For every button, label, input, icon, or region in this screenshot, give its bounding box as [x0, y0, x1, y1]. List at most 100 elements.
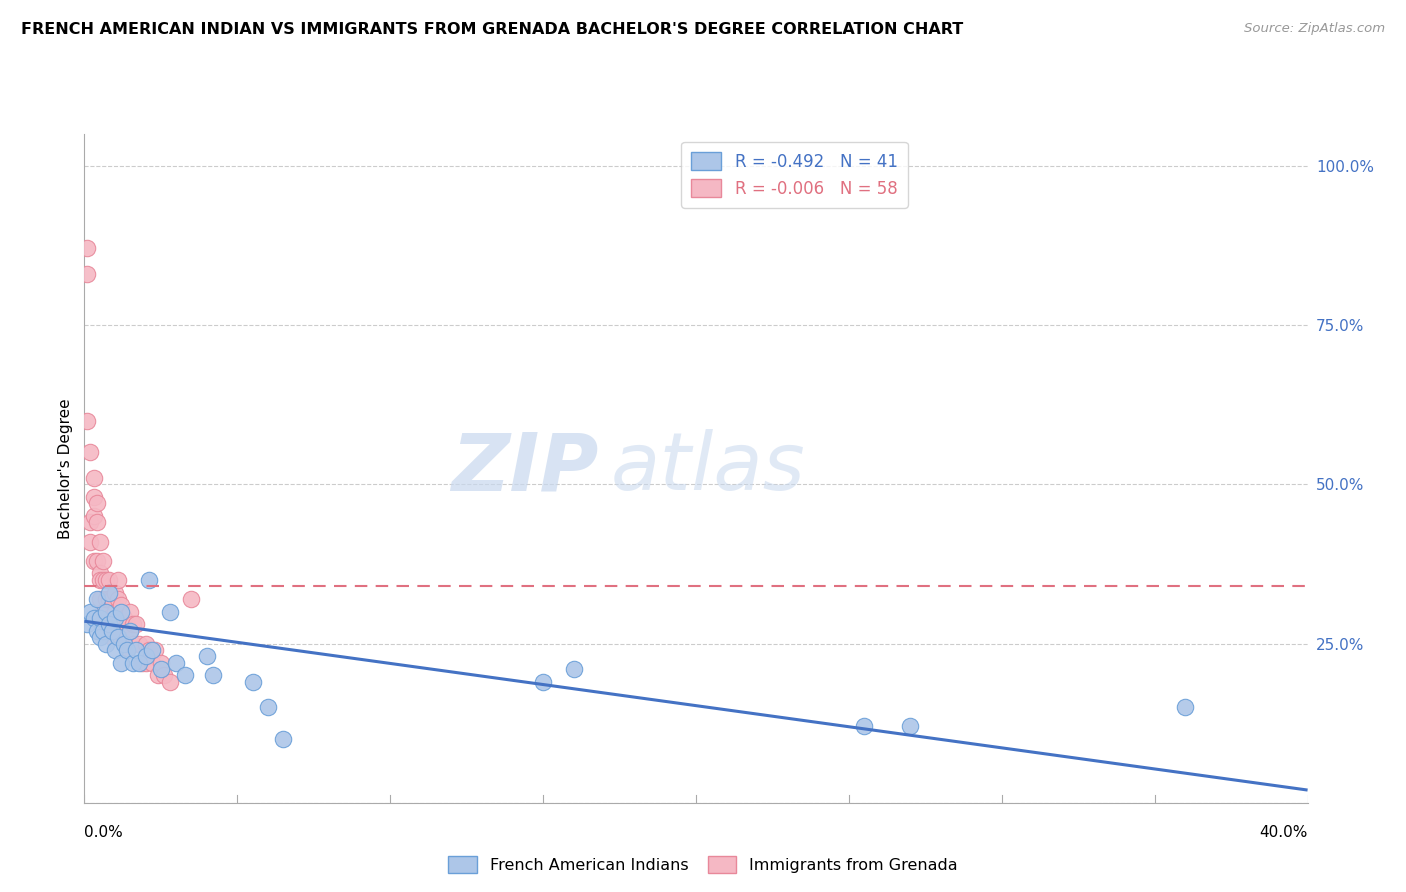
Point — [97, 591, 120, 606]
Point — [104, 643, 127, 657]
Point — [125, 643, 148, 657]
Point — [79, 516, 101, 530]
Point — [104, 611, 127, 625]
Y-axis label: Bachelor's Degree: Bachelor's Degree — [58, 398, 73, 539]
Point — [115, 643, 138, 657]
Point — [83, 554, 105, 568]
Point — [271, 732, 294, 747]
Point — [159, 605, 181, 619]
Point — [104, 605, 127, 619]
Point — [89, 591, 111, 606]
Text: atlas: atlas — [610, 429, 806, 508]
Point — [94, 605, 117, 619]
Point — [86, 591, 108, 606]
Point — [138, 573, 160, 587]
Point — [104, 617, 127, 632]
Point — [125, 617, 148, 632]
Point — [101, 617, 124, 632]
Point — [86, 624, 108, 638]
Point — [112, 630, 135, 644]
Point — [562, 662, 585, 676]
Point — [110, 599, 132, 613]
Point — [115, 643, 138, 657]
Point — [128, 656, 150, 670]
Point — [107, 617, 129, 632]
Point — [76, 267, 98, 281]
Point — [76, 413, 98, 427]
Point — [110, 605, 132, 619]
Point — [83, 471, 105, 485]
Point — [86, 554, 108, 568]
Point — [195, 649, 218, 664]
Legend: R = -0.492   N = 41, R = -0.006   N = 58: R = -0.492 N = 41, R = -0.006 N = 58 — [682, 142, 908, 208]
Point — [101, 624, 124, 638]
Point — [122, 617, 145, 632]
Point — [115, 617, 138, 632]
Point — [141, 643, 163, 657]
Point — [138, 643, 160, 657]
Point — [149, 656, 172, 670]
Point — [89, 534, 111, 549]
Point — [86, 496, 108, 510]
Point — [143, 643, 166, 657]
Point — [180, 591, 202, 606]
Point — [79, 605, 101, 619]
Point — [242, 674, 264, 689]
Point — [149, 662, 172, 676]
Point — [101, 630, 124, 644]
Point — [79, 534, 101, 549]
Point — [89, 573, 111, 587]
Point — [110, 656, 132, 670]
Point — [165, 656, 187, 670]
Point — [94, 636, 117, 650]
Text: FRENCH AMERICAN INDIAN VS IMMIGRANTS FROM GRENADA BACHELOR'S DEGREE CORRELATION : FRENCH AMERICAN INDIAN VS IMMIGRANTS FRO… — [21, 22, 963, 37]
Point — [122, 636, 145, 650]
Point — [135, 649, 157, 664]
Point — [135, 656, 157, 670]
Point — [83, 611, 105, 625]
Point — [174, 668, 197, 682]
Text: Source: ZipAtlas.com: Source: ZipAtlas.com — [1244, 22, 1385, 36]
Legend: French American Indians, Immigrants from Grenada: French American Indians, Immigrants from… — [441, 849, 965, 880]
Point — [91, 573, 114, 587]
Point — [86, 516, 108, 530]
Point — [159, 674, 181, 689]
Point — [107, 591, 129, 606]
Point — [76, 242, 98, 256]
Point — [94, 591, 117, 606]
Point — [131, 656, 153, 670]
Point — [94, 573, 117, 587]
Point — [107, 573, 129, 587]
Point — [141, 656, 163, 670]
Point — [89, 630, 111, 644]
Point — [104, 585, 127, 599]
Point — [153, 668, 176, 682]
Point — [83, 490, 105, 504]
Point — [91, 554, 114, 568]
Point — [97, 585, 120, 599]
Point — [97, 611, 120, 625]
Point — [79, 445, 101, 459]
Point — [101, 591, 124, 606]
Point — [107, 630, 129, 644]
Point — [91, 605, 114, 619]
Point — [201, 668, 224, 682]
Point — [83, 509, 105, 524]
Point — [89, 566, 111, 581]
Text: ZIP: ZIP — [451, 429, 598, 508]
Point — [112, 636, 135, 650]
Point — [110, 617, 132, 632]
Point — [91, 624, 114, 638]
Point — [120, 624, 142, 638]
Point — [76, 617, 98, 632]
Point — [94, 617, 117, 632]
Point — [257, 700, 280, 714]
Point — [128, 636, 150, 650]
Point — [120, 624, 142, 638]
Point — [135, 636, 157, 650]
Point — [97, 617, 120, 632]
Point — [146, 668, 169, 682]
Text: 0.0%: 0.0% — [84, 825, 124, 840]
Point — [853, 719, 876, 733]
Text: 40.0%: 40.0% — [1260, 825, 1308, 840]
